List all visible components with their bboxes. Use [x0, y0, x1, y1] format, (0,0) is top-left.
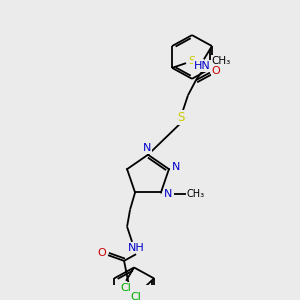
Text: CH₃: CH₃: [212, 56, 231, 66]
Text: N: N: [143, 143, 151, 153]
Text: O: O: [98, 248, 106, 258]
Text: Cl: Cl: [121, 284, 131, 293]
Text: S: S: [188, 56, 196, 66]
Text: HN: HN: [194, 61, 210, 71]
Text: S: S: [177, 111, 184, 124]
Text: NH: NH: [128, 243, 144, 253]
Text: Cl: Cl: [130, 292, 141, 300]
Text: O: O: [212, 66, 220, 76]
Text: N: N: [164, 189, 172, 200]
Text: CH₃: CH₃: [187, 189, 205, 200]
Text: N: N: [172, 162, 180, 172]
